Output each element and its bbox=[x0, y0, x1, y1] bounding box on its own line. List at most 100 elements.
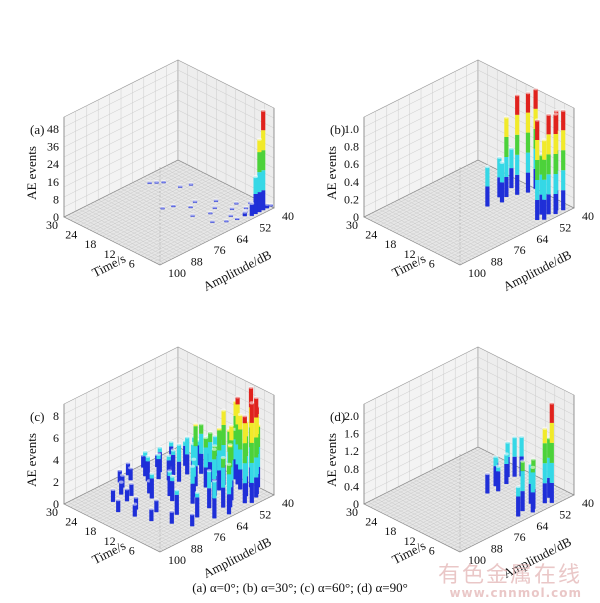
bar-segment bbox=[520, 461, 525, 472]
bar-segment bbox=[249, 402, 254, 423]
z-tick-label: 1.2 bbox=[344, 444, 359, 458]
y-tick-label: 64 bbox=[236, 232, 248, 246]
bar-cap bbox=[132, 502, 138, 506]
bar-segment bbox=[229, 425, 234, 441]
bar-segment bbox=[516, 496, 521, 517]
bar-segment bbox=[553, 194, 558, 214]
bar-cap bbox=[207, 430, 213, 434]
bar-segment bbox=[525, 92, 531, 113]
bar-segment bbox=[249, 482, 254, 503]
z-tick-label: 36 bbox=[47, 140, 59, 154]
bar-segment bbox=[208, 442, 213, 463]
x-tick-label: 12 bbox=[404, 534, 416, 548]
bar-segment bbox=[190, 443, 196, 462]
bar-segment bbox=[504, 177, 509, 197]
bar-segment bbox=[546, 114, 551, 135]
bar-cap bbox=[260, 108, 266, 112]
bar-segment bbox=[226, 474, 232, 495]
bar-segment bbox=[242, 212, 247, 217]
bar-cap bbox=[128, 466, 134, 470]
bar-segment bbox=[254, 417, 259, 438]
x-tick-label: 6 bbox=[129, 543, 135, 557]
bar-cap bbox=[549, 401, 555, 405]
bar-segment bbox=[235, 396, 240, 405]
figure-caption: (a) α=0°; (b) α=30°; (c) α=60°; (d) α=90… bbox=[192, 580, 408, 595]
bar-segment bbox=[546, 134, 551, 155]
floor-gridline bbox=[394, 201, 491, 250]
floor-gridline bbox=[390, 203, 487, 252]
floor-gridline bbox=[367, 214, 464, 264]
bar-segment bbox=[261, 170, 266, 191]
bar-segment bbox=[232, 459, 238, 480]
bar-cap bbox=[171, 203, 176, 207]
z-axis-label: AE events bbox=[324, 146, 339, 200]
bar-cap bbox=[541, 138, 547, 142]
z-tick-label: 1.0 bbox=[344, 122, 359, 136]
bar-cap bbox=[118, 480, 124, 484]
bar-cap bbox=[553, 108, 559, 113]
bar-segment bbox=[156, 454, 161, 460]
y-tick-label: 88 bbox=[491, 255, 503, 269]
floor-gridline bbox=[82, 494, 180, 543]
bar-segment bbox=[542, 199, 547, 220]
bar-segment bbox=[257, 139, 262, 153]
bar-cap bbox=[160, 205, 166, 209]
bar-cap bbox=[227, 443, 233, 447]
y-tick-label: 52 bbox=[259, 220, 271, 234]
floor-gridline bbox=[424, 473, 521, 522]
bar-cap bbox=[530, 465, 536, 469]
bar-cap bbox=[145, 454, 151, 458]
panel-label: (c) bbox=[30, 409, 44, 424]
bar-cap bbox=[531, 457, 536, 461]
bar-segment bbox=[212, 480, 217, 499]
x-tick-label: 12 bbox=[404, 247, 416, 261]
bar-segment bbox=[254, 397, 259, 418]
bar-segment bbox=[261, 110, 266, 131]
x-tick-label: 30 bbox=[46, 505, 58, 519]
floor-gridline bbox=[432, 469, 529, 518]
bar-cap bbox=[177, 184, 183, 188]
bar-cap bbox=[133, 495, 139, 499]
bar-cap bbox=[505, 440, 510, 444]
z-tick-label: 6 bbox=[53, 431, 59, 445]
bar-segment bbox=[547, 437, 552, 458]
floor-gridline bbox=[82, 207, 180, 256]
bar-cap bbox=[485, 471, 490, 476]
bar-cap bbox=[149, 471, 155, 476]
bar-segment bbox=[238, 414, 243, 430]
bar-cap bbox=[220, 456, 226, 460]
bar-segment bbox=[530, 472, 535, 493]
bar-segment bbox=[157, 447, 162, 453]
floor-gridline bbox=[443, 176, 540, 226]
bar-segment bbox=[553, 114, 558, 134]
bar-cap bbox=[156, 452, 162, 456]
bar-cap bbox=[154, 179, 160, 183]
bar-segment bbox=[539, 194, 544, 215]
floor-gridline bbox=[417, 190, 514, 239]
bar-segment bbox=[505, 442, 510, 457]
bar-segment bbox=[520, 471, 525, 492]
bar-segment bbox=[235, 404, 240, 425]
bar-segment bbox=[535, 120, 540, 140]
bar-segment bbox=[535, 140, 540, 160]
bar-segment bbox=[561, 170, 566, 191]
bar-cap bbox=[191, 457, 197, 461]
bar-segment bbox=[485, 166, 490, 187]
bar-cap bbox=[190, 213, 196, 217]
bar-cap bbox=[115, 498, 121, 502]
bar-cap bbox=[198, 422, 204, 426]
bar-segment bbox=[547, 477, 552, 498]
bar-segment bbox=[185, 436, 190, 455]
bar-segment bbox=[217, 450, 222, 471]
bar-segment bbox=[212, 449, 217, 460]
x-tick-label: 24 bbox=[365, 228, 377, 242]
floor-gridline bbox=[413, 479, 510, 528]
bar-segment bbox=[515, 94, 520, 115]
bar-segment bbox=[496, 466, 501, 472]
z-tick-label: 0 bbox=[53, 210, 59, 224]
bar-segment bbox=[156, 459, 161, 480]
panel-1: (b)00.20.40.60.81.0AE events612182430Tim… bbox=[324, 59, 594, 294]
bar-segment bbox=[132, 504, 137, 517]
floor-gridline bbox=[375, 211, 472, 260]
